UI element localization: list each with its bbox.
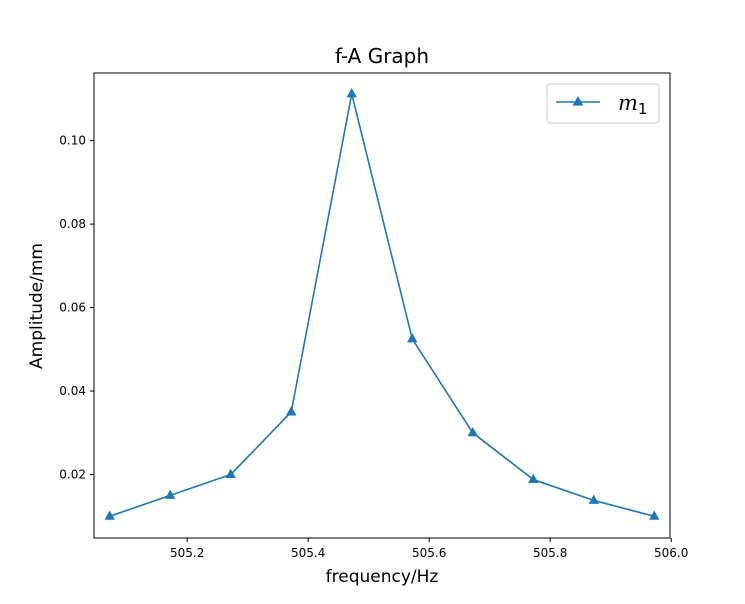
x-tick-label: 506.0 bbox=[654, 546, 688, 560]
y-tick-label: 0.02 bbox=[59, 468, 86, 482]
data-point-marker bbox=[407, 333, 418, 343]
data-point-marker bbox=[528, 473, 539, 484]
legend-frame bbox=[546, 83, 660, 124]
legend-marker-icon bbox=[572, 95, 584, 106]
data-point-marker bbox=[588, 494, 599, 504]
series-layer bbox=[104, 88, 660, 520]
data-point-marker bbox=[346, 88, 357, 98]
y-axis-label: Amplitude/mm bbox=[27, 243, 47, 369]
x-tick-label: 505.2 bbox=[170, 546, 204, 560]
data-point-marker bbox=[165, 489, 176, 499]
y-tick-label: 0.06 bbox=[59, 301, 86, 315]
x-tick-label: 505.8 bbox=[533, 546, 567, 560]
chart-title: f-A Graph bbox=[335, 44, 429, 68]
y-axis: 0.02 0.04 0.06 0.08 0.10 bbox=[59, 134, 94, 482]
series-line bbox=[109, 93, 655, 518]
x-axis-label: frequency/Hz bbox=[326, 567, 439, 587]
legend-series-subscript: 1 bbox=[638, 100, 648, 118]
data-point-marker bbox=[649, 510, 660, 520]
data-point-marker bbox=[286, 406, 297, 416]
legend: m1 bbox=[546, 83, 660, 124]
data-point-marker bbox=[225, 468, 236, 479]
x-tick-label: 505.4 bbox=[291, 546, 325, 560]
plot-frame bbox=[93, 72, 671, 539]
y-tick-label: 0.10 bbox=[59, 134, 86, 148]
legend-entry: m1 bbox=[618, 91, 647, 118]
data-point-marker bbox=[104, 510, 115, 520]
x-axis: 505.2 505.4 505.6 505.8 506.0 bbox=[170, 538, 688, 560]
x-tick-label: 505.6 bbox=[412, 546, 446, 560]
y-tick-label: 0.04 bbox=[59, 384, 86, 398]
data-point-marker bbox=[467, 426, 478, 437]
legend-series-name: m bbox=[618, 91, 638, 115]
y-tick-label: 0.08 bbox=[59, 217, 86, 231]
